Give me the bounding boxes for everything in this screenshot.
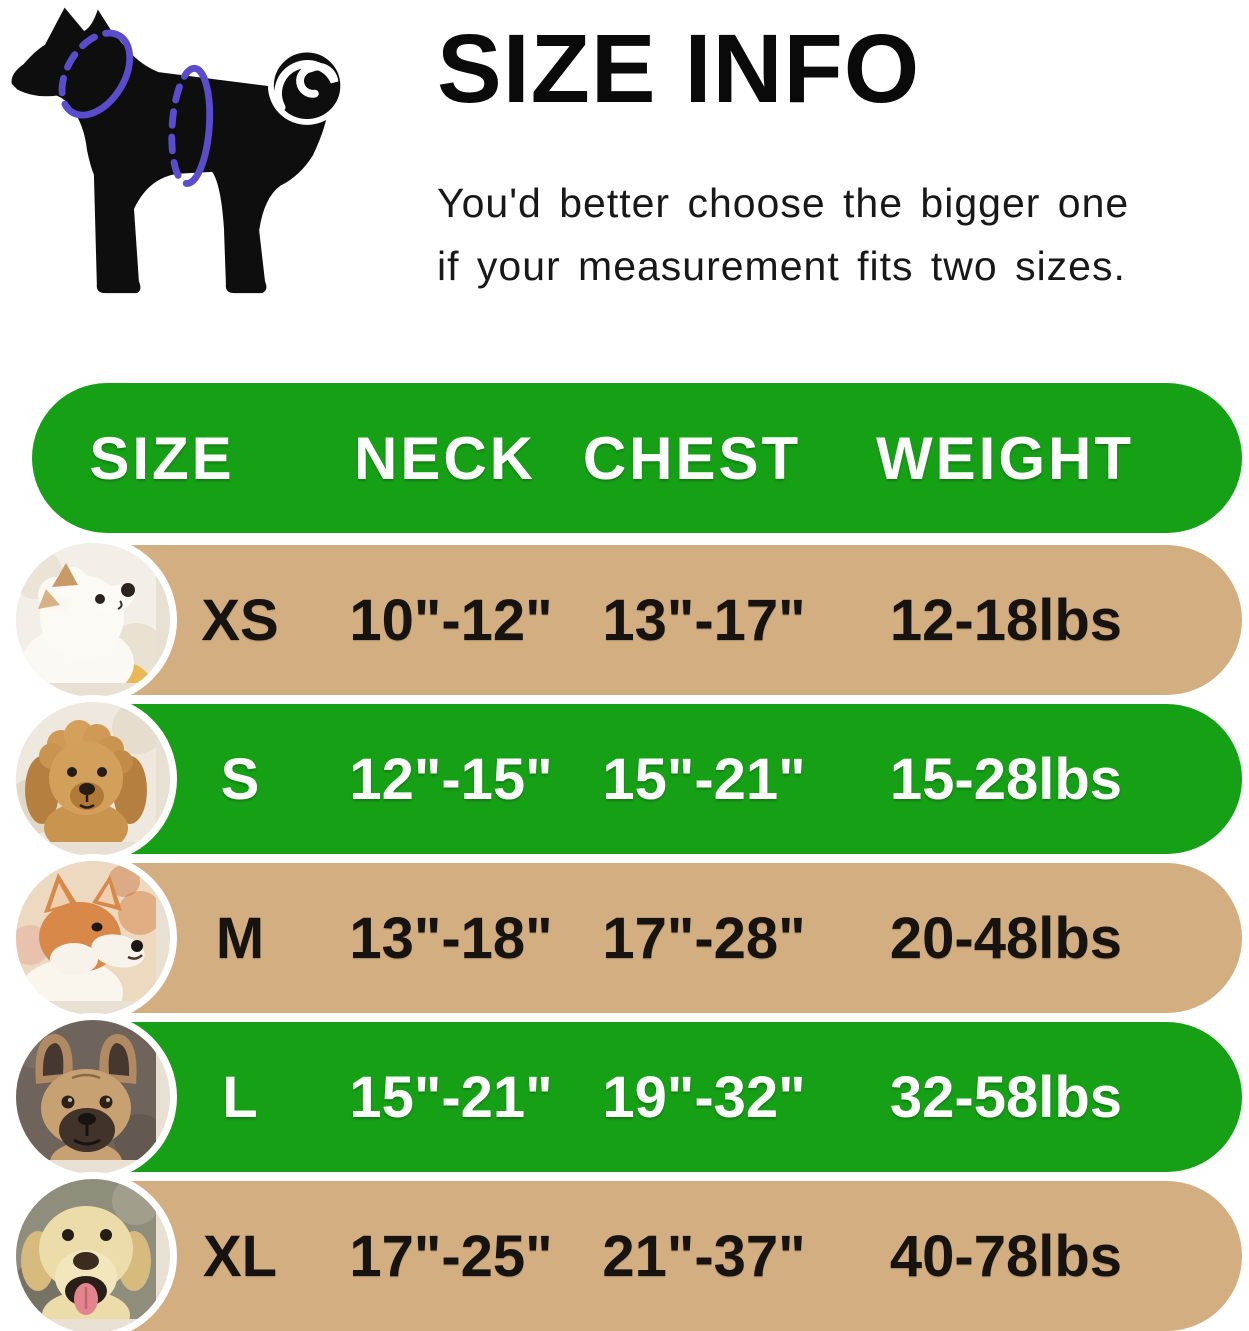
neck-value: 10"-12" [349,587,553,653]
chest-value: 19"-32" [602,1064,806,1130]
row-pill [60,545,1242,695]
weight-value: 40-78lbs [889,1223,1123,1289]
size-value: XS [201,587,279,653]
row-pill [60,863,1242,1013]
chest-value: 17"-28" [602,905,806,971]
size-advice-note: You'd better choose the bigger one if yo… [437,172,1227,299]
neck-value: 13"-18" [349,905,553,971]
weight-value: 32-58lbs [889,1064,1123,1130]
column-header-size: SIZE [89,424,235,492]
size-value: S [220,746,260,812]
table-row-xs: XS 10"-12" 13"-17" 12-18lbs [0,536,1249,704]
dog-measurement-diagram [2,0,442,335]
table-row-m: M 13"-18" 17"-28" 20-48lbs [0,854,1249,1022]
neck-value: 17"-25" [349,1223,553,1289]
chest-value: 21"-37" [602,1223,806,1289]
page-title: SIZE INFO [437,14,921,123]
row-pill [60,704,1242,854]
size-value: M [215,905,265,971]
table-row-l: L 15"-21" 19"-32" 32-58lbs [0,1013,1249,1181]
neck-ring [58,29,134,119]
neck-value: 12"-15" [349,746,553,812]
size-table-header: SIZE NECK CHEST WEIGHT [32,383,1242,533]
weight-value: 15-28lbs [889,746,1123,812]
size-value: XL [202,1223,278,1289]
table-row-s: S 12"-15" 15"-21" 15-28lbs [0,695,1249,863]
french-bulldog-photo [9,1013,177,1181]
labrador-photo [9,1172,177,1331]
row-pill [60,1181,1242,1331]
poodle-photo [9,695,177,863]
chest-ring [168,64,214,187]
column-header-neck: NECK [353,424,536,492]
dog-silhouette-icon [11,7,347,294]
weight-value: 12-18lbs [889,587,1123,653]
size-advice-line1: You'd better choose the bigger one [437,179,1130,226]
weight-value: 20-48lbs [889,905,1123,971]
chest-value: 15"-21" [602,746,806,812]
neck-value: 15"-21" [349,1064,553,1130]
shiba-inu-photo [9,854,177,1022]
chest-value: 13"-17" [602,587,806,653]
table-row-xl: XL 17"-25" 21"-37" 40-78lbs [0,1172,1249,1331]
column-header-chest: CHEST [582,424,802,492]
size-advice-line2: if your measurement fits two sizes. [437,243,1126,290]
pomeranian-photo [9,536,177,704]
column-header-weight: WEIGHT [876,424,1134,492]
row-pill [60,1022,1242,1172]
size-value: L [222,1064,258,1130]
hero-section: SIZE INFO You'd better choose the bigger… [0,0,1249,383]
size-table-body: XS 10"-12" 13"-17" 12-18lbs [0,536,1249,1331]
